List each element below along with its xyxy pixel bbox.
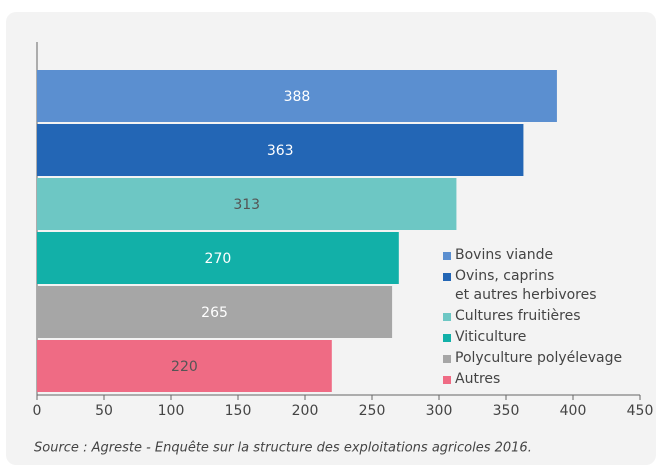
legend: Bovins viande Ovins, caprins et autres he… [443,246,622,391]
bar [37,124,524,176]
value-label: 363 [267,143,294,159]
legend-label: Bovins viande [455,247,554,263]
value-label: 270 [205,251,232,267]
x-tick-label: 300 [426,403,453,419]
value-label: 388 [284,89,311,105]
legend-item: Autres [443,370,622,389]
bar [37,340,332,392]
bar [37,70,557,122]
legend-swatch [443,334,451,342]
x-tick-label: 100 [158,403,185,419]
legend-label: Polyculture polyélevage [455,350,623,366]
legend-label: Cultures fruitières [455,308,581,324]
legend-swatch [443,252,451,260]
x-tick-label: 200 [292,403,319,419]
value-label: 220 [171,359,198,375]
legend-label: Viticulture [455,329,527,345]
x-tick-label: 150 [225,403,252,419]
bar [37,178,457,230]
value-label: 313 [233,197,260,213]
x-tick-label: 400 [560,403,587,419]
legend-label: Ovins, caprins et autres herbivores [455,268,597,303]
value-label: 265 [201,305,228,321]
legend-swatch [443,313,451,321]
legend-swatch [443,355,451,363]
legend-item: Cultures fruitières [443,307,622,326]
legend-swatch [443,273,451,281]
legend-item: Viticulture [443,328,622,347]
legend-label: Autres [455,371,501,387]
legend-item: Polyculture polyélevage [443,349,622,368]
legend-item: Ovins, caprins et autres herbivores [443,267,622,305]
legend-swatch [443,376,451,384]
legend-item: Bovins viande [443,246,622,265]
source: Source : Agreste - Enquête sur la struct… [34,441,532,456]
bar [37,232,399,284]
x-tick-label: 450 [627,403,654,419]
x-tick-label: 350 [493,403,520,419]
bar [37,286,393,338]
x-tick-label: 250 [359,403,386,419]
x-tick-label: 50 [95,403,113,419]
x-tick-label: 0 [33,403,42,419]
